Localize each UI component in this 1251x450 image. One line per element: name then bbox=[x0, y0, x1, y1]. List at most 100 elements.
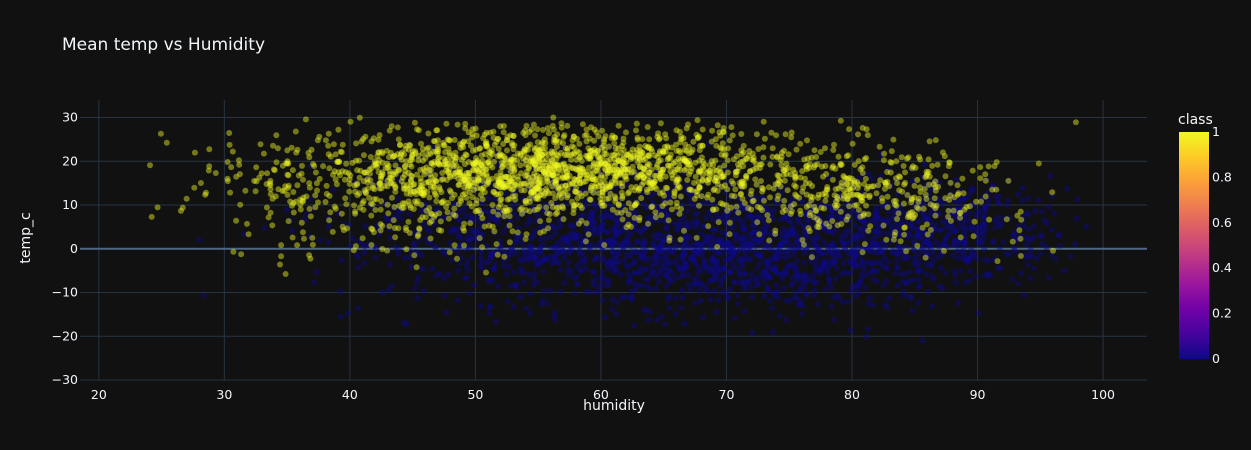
data-point bbox=[884, 231, 890, 238]
data-point bbox=[739, 280, 746, 287]
data-point bbox=[572, 290, 579, 297]
data-point bbox=[786, 218, 793, 225]
data-point bbox=[853, 285, 860, 292]
data-point bbox=[756, 207, 763, 214]
data-point bbox=[673, 127, 680, 134]
data-point bbox=[322, 199, 329, 205]
data-point bbox=[977, 175, 984, 182]
data-point bbox=[552, 250, 559, 256]
data-point bbox=[362, 223, 369, 230]
data-point bbox=[762, 207, 769, 214]
data-point bbox=[928, 224, 935, 231]
data-point bbox=[916, 153, 923, 160]
data-point bbox=[592, 184, 599, 191]
data-point bbox=[655, 206, 662, 212]
data-point bbox=[552, 244, 559, 251]
data-point bbox=[311, 279, 318, 286]
data-point bbox=[686, 197, 693, 204]
data-point bbox=[802, 232, 809, 239]
data-point bbox=[845, 240, 852, 246]
data-point bbox=[749, 294, 756, 301]
data-point bbox=[645, 317, 652, 324]
data-point bbox=[838, 215, 845, 222]
data-point bbox=[684, 207, 691, 214]
data-point bbox=[487, 253, 494, 260]
data-point bbox=[618, 172, 625, 179]
data-point bbox=[534, 279, 541, 286]
data-point bbox=[1045, 203, 1052, 210]
data-point bbox=[898, 220, 905, 227]
data-point bbox=[360, 206, 367, 213]
data-point bbox=[407, 188, 414, 195]
data-point bbox=[888, 223, 895, 230]
data-point bbox=[942, 270, 949, 276]
data-point bbox=[644, 283, 651, 290]
data-point bbox=[678, 136, 685, 143]
data-point bbox=[737, 185, 744, 191]
data-point bbox=[767, 238, 774, 245]
data-point bbox=[547, 287, 554, 294]
data-point bbox=[533, 172, 540, 179]
data-point bbox=[930, 181, 937, 188]
series-class-0 bbox=[196, 141, 1089, 344]
data-point bbox=[792, 270, 799, 277]
data-point bbox=[809, 250, 815, 257]
data-point bbox=[939, 218, 946, 225]
data-point bbox=[730, 222, 737, 229]
data-point bbox=[947, 179, 954, 186]
data-point bbox=[657, 248, 664, 255]
data-point bbox=[643, 204, 650, 211]
data-point bbox=[325, 223, 332, 230]
data-point bbox=[606, 238, 613, 244]
data-point bbox=[897, 238, 904, 245]
data-point bbox=[765, 243, 772, 250]
data-point bbox=[619, 143, 625, 150]
data-point bbox=[427, 235, 434, 242]
data-point bbox=[694, 220, 701, 227]
data-point bbox=[877, 248, 884, 255]
data-point bbox=[439, 199, 446, 206]
data-point bbox=[692, 247, 699, 254]
data-point bbox=[650, 268, 657, 275]
data-point bbox=[667, 155, 673, 162]
data-point bbox=[967, 268, 974, 275]
data-point bbox=[668, 206, 675, 213]
data-point bbox=[933, 238, 940, 245]
data-point bbox=[688, 187, 695, 194]
data-point bbox=[1015, 191, 1022, 198]
data-point bbox=[829, 218, 836, 224]
data-point bbox=[818, 202, 825, 209]
data-point bbox=[951, 236, 958, 243]
data-point bbox=[905, 154, 912, 161]
data-point bbox=[808, 209, 815, 216]
data-point bbox=[724, 231, 731, 238]
data-point bbox=[769, 247, 776, 254]
data-point bbox=[729, 132, 736, 139]
data-point bbox=[608, 257, 615, 264]
data-point bbox=[686, 223, 693, 230]
data-point bbox=[1024, 195, 1031, 202]
data-point bbox=[863, 272, 870, 279]
data-point bbox=[485, 258, 492, 265]
data-point bbox=[519, 258, 526, 265]
data-point bbox=[879, 263, 886, 270]
data-point bbox=[672, 311, 679, 318]
data-point bbox=[924, 250, 930, 257]
data-point bbox=[327, 209, 334, 216]
data-point bbox=[290, 209, 297, 216]
data-point bbox=[624, 239, 631, 246]
colorbar-tick-label: 0.6 bbox=[1212, 215, 1232, 230]
data-point bbox=[760, 118, 767, 125]
data-point bbox=[492, 261, 499, 268]
data-point bbox=[792, 170, 799, 176]
data-point bbox=[827, 228, 834, 234]
data-point bbox=[605, 278, 612, 285]
data-point bbox=[333, 181, 340, 188]
data-point bbox=[885, 258, 892, 265]
data-point bbox=[545, 227, 552, 234]
data-point bbox=[754, 229, 760, 236]
data-point bbox=[628, 223, 634, 230]
data-point bbox=[660, 232, 666, 239]
data-point bbox=[347, 118, 354, 125]
x-tick-label: 20 bbox=[91, 387, 107, 402]
